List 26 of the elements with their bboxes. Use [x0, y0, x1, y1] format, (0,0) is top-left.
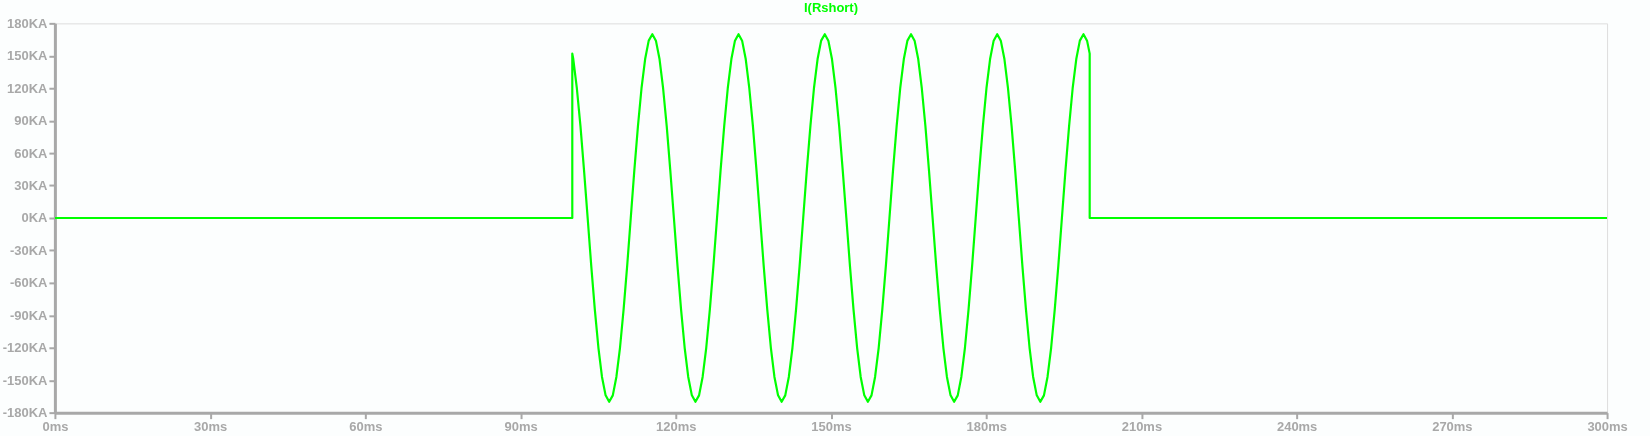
y-tick-label: 120KA: [7, 80, 49, 96]
chart-title: I(Rshort): [803, 0, 858, 16]
x-tick-label: 300ms: [1587, 419, 1628, 435]
y-tick-label: 60KA: [14, 145, 49, 161]
y-tick-label: 30KA: [14, 178, 49, 194]
x-tick-label: 120ms: [656, 419, 697, 435]
line-series: [54, 33, 1608, 403]
x-tick-label: 60ms: [349, 419, 383, 435]
y-tick-label: -120KA: [2, 340, 49, 356]
y-tick-label: 180KA: [7, 15, 49, 31]
x-tick-label: 0ms: [42, 419, 69, 435]
x-tick-label: 30ms: [194, 419, 228, 435]
y-tick-label: 0KA: [21, 210, 49, 226]
x-tick-label: 150ms: [811, 419, 852, 435]
y-tick-label: -180KA: [2, 405, 49, 421]
x-tick-label: 180ms: [966, 419, 1007, 435]
y-tick-label: 150KA: [7, 48, 49, 64]
x-tick-label: 240ms: [1276, 419, 1318, 435]
y-tick-label: 90KA: [14, 113, 49, 129]
y-tick-label: -60KA: [9, 275, 49, 291]
x-tick-label: 210ms: [1121, 419, 1163, 435]
y-tick-label: -150KA: [2, 372, 49, 388]
x-tick-label: 90ms: [504, 419, 538, 435]
x-tick-label: 270ms: [1432, 419, 1473, 435]
y-tick-label: -30KA: [9, 242, 49, 258]
y-tick-label: -90KA: [9, 307, 49, 323]
